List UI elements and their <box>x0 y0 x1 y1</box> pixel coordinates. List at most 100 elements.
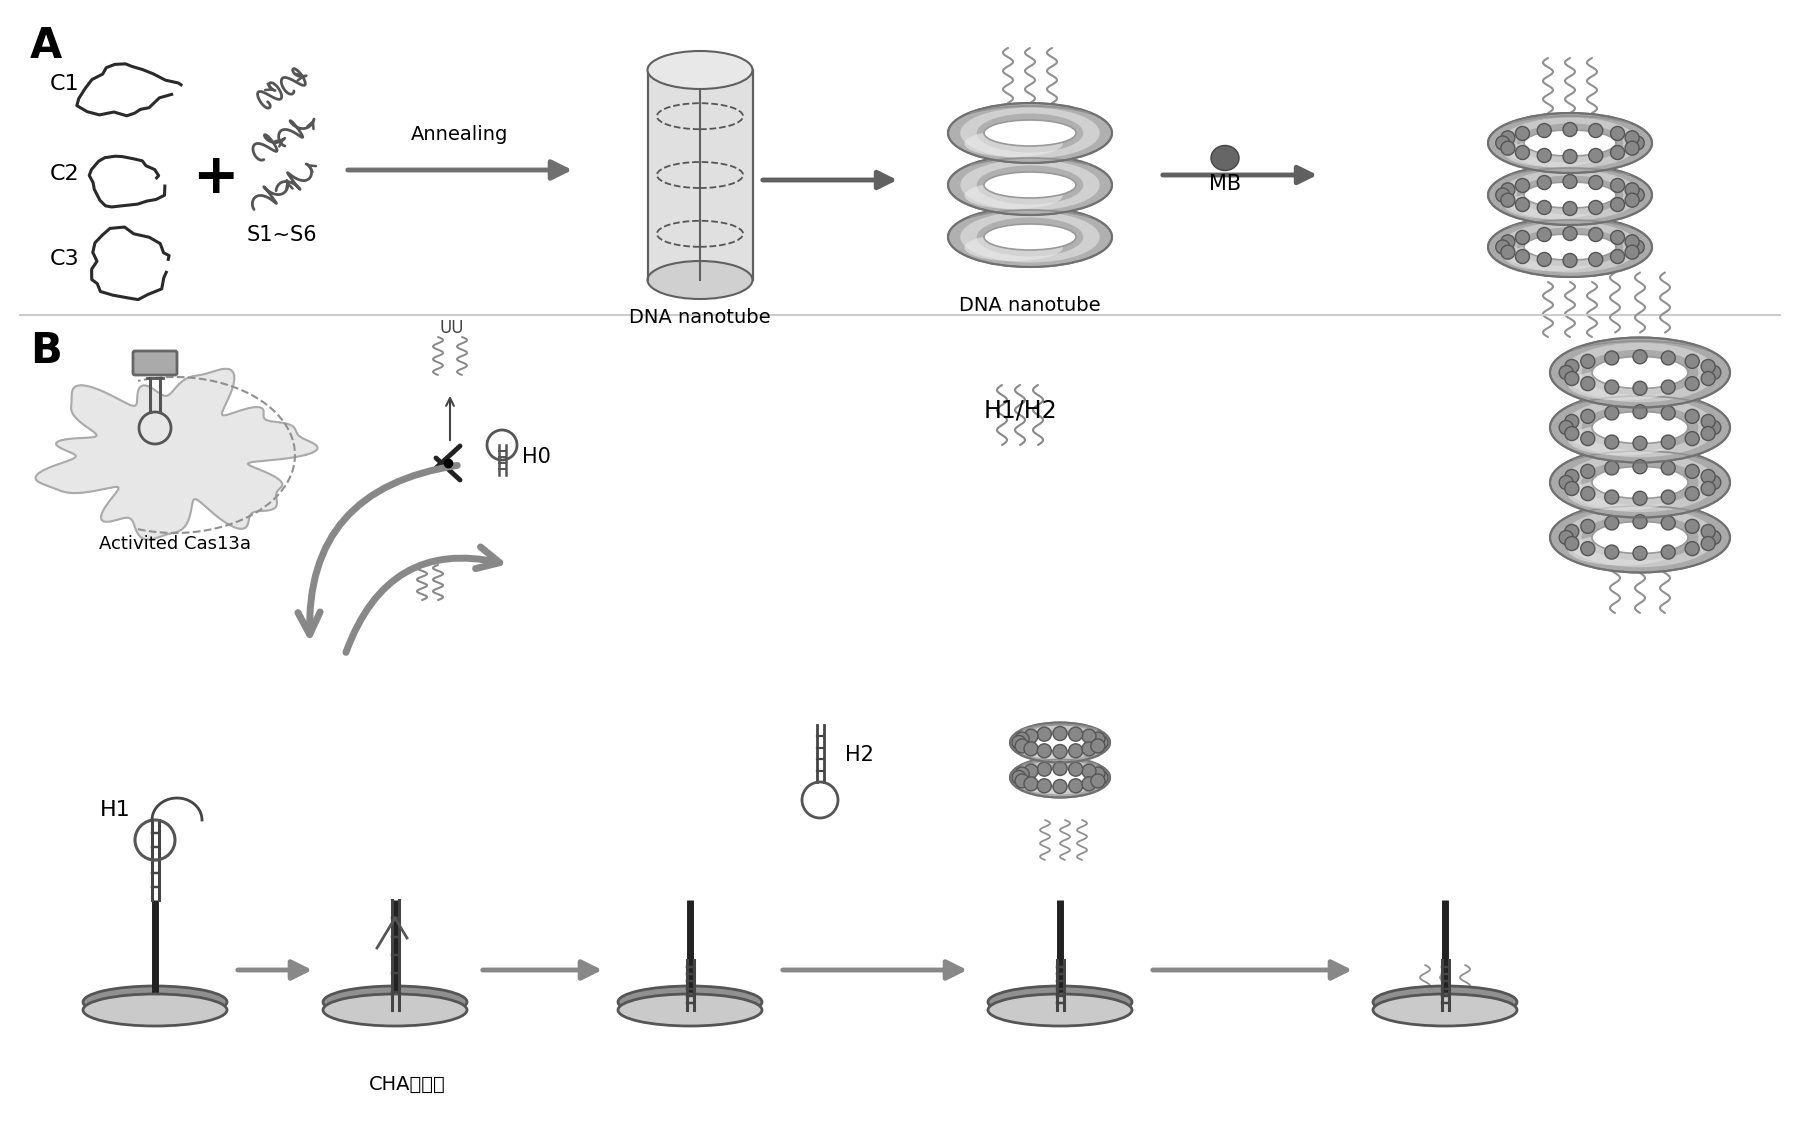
Ellipse shape <box>1504 244 1603 271</box>
Ellipse shape <box>1501 221 1641 273</box>
Ellipse shape <box>1488 165 1651 225</box>
Circle shape <box>1038 778 1051 793</box>
Circle shape <box>1662 435 1675 449</box>
Circle shape <box>1610 127 1624 140</box>
Circle shape <box>1052 744 1067 758</box>
Circle shape <box>1589 228 1603 241</box>
Ellipse shape <box>984 172 1076 198</box>
Circle shape <box>1581 409 1594 424</box>
Ellipse shape <box>961 108 1099 159</box>
Text: MB: MB <box>1208 174 1241 194</box>
Circle shape <box>1633 492 1648 505</box>
Circle shape <box>1662 351 1675 365</box>
Ellipse shape <box>1549 392 1730 462</box>
Circle shape <box>1565 482 1580 495</box>
Ellipse shape <box>647 261 753 299</box>
Circle shape <box>1702 359 1716 374</box>
Circle shape <box>1707 366 1721 380</box>
Circle shape <box>1038 727 1051 741</box>
Ellipse shape <box>1599 357 1680 389</box>
Circle shape <box>1501 130 1515 145</box>
Ellipse shape <box>993 171 1067 198</box>
Circle shape <box>1515 145 1529 160</box>
Circle shape <box>1560 420 1572 434</box>
Ellipse shape <box>1569 424 1676 455</box>
Ellipse shape <box>1592 467 1687 499</box>
Circle shape <box>1563 150 1578 163</box>
Circle shape <box>1015 774 1029 787</box>
Ellipse shape <box>1027 765 1092 791</box>
Text: UU: UU <box>439 320 464 337</box>
Circle shape <box>1038 744 1051 758</box>
Circle shape <box>1605 545 1619 559</box>
Text: Annealing: Annealing <box>411 125 509 144</box>
Ellipse shape <box>1533 129 1607 156</box>
Bar <box>647 70 753 280</box>
Circle shape <box>1589 201 1603 214</box>
Circle shape <box>1011 735 1026 750</box>
Circle shape <box>1624 245 1639 259</box>
Ellipse shape <box>323 986 466 1017</box>
Circle shape <box>1610 197 1624 212</box>
Circle shape <box>1565 537 1580 551</box>
Circle shape <box>1633 460 1648 474</box>
Circle shape <box>1581 519 1594 534</box>
Text: C2: C2 <box>50 164 79 184</box>
Circle shape <box>1581 487 1594 501</box>
Ellipse shape <box>988 986 1131 1017</box>
Ellipse shape <box>1009 758 1110 798</box>
Ellipse shape <box>1533 181 1607 208</box>
Ellipse shape <box>1373 986 1517 1017</box>
Circle shape <box>1081 764 1096 778</box>
Ellipse shape <box>1504 140 1603 167</box>
Circle shape <box>1702 537 1716 551</box>
Circle shape <box>1702 372 1716 385</box>
Circle shape <box>1589 176 1603 189</box>
Circle shape <box>1662 406 1675 420</box>
Ellipse shape <box>948 207 1112 267</box>
Ellipse shape <box>1524 182 1615 208</box>
Circle shape <box>1501 235 1515 249</box>
Ellipse shape <box>1373 994 1517 1026</box>
Circle shape <box>1560 530 1572 545</box>
Text: H2: H2 <box>845 746 873 765</box>
Ellipse shape <box>988 994 1131 1026</box>
Circle shape <box>1081 730 1096 743</box>
Ellipse shape <box>1517 228 1623 266</box>
Text: C1: C1 <box>50 74 79 94</box>
Circle shape <box>1624 130 1639 145</box>
Circle shape <box>1685 409 1700 424</box>
Circle shape <box>1094 735 1108 750</box>
Circle shape <box>1515 197 1529 212</box>
Text: H0: H0 <box>522 448 550 467</box>
Circle shape <box>1024 777 1038 791</box>
Ellipse shape <box>1524 235 1615 259</box>
Ellipse shape <box>1569 534 1676 565</box>
Circle shape <box>1685 519 1700 534</box>
Ellipse shape <box>1017 760 1103 794</box>
Ellipse shape <box>82 986 228 1017</box>
Circle shape <box>1563 254 1578 267</box>
Circle shape <box>1501 193 1515 207</box>
Circle shape <box>1015 767 1029 781</box>
Circle shape <box>1581 542 1594 555</box>
Circle shape <box>1094 770 1108 784</box>
Text: +: + <box>192 151 238 205</box>
Ellipse shape <box>1488 218 1651 276</box>
Ellipse shape <box>948 155 1112 215</box>
Ellipse shape <box>619 994 762 1026</box>
Ellipse shape <box>323 994 466 1026</box>
Circle shape <box>1662 491 1675 504</box>
Circle shape <box>1610 230 1624 245</box>
Text: B: B <box>30 330 61 372</box>
Circle shape <box>1069 778 1083 793</box>
Ellipse shape <box>1581 460 1698 505</box>
Ellipse shape <box>1581 514 1698 560</box>
Ellipse shape <box>1549 338 1730 408</box>
Circle shape <box>1589 123 1603 137</box>
Circle shape <box>1515 127 1529 140</box>
Ellipse shape <box>1533 233 1607 261</box>
Circle shape <box>1662 545 1675 559</box>
Ellipse shape <box>1027 730 1092 756</box>
Circle shape <box>1565 469 1580 484</box>
